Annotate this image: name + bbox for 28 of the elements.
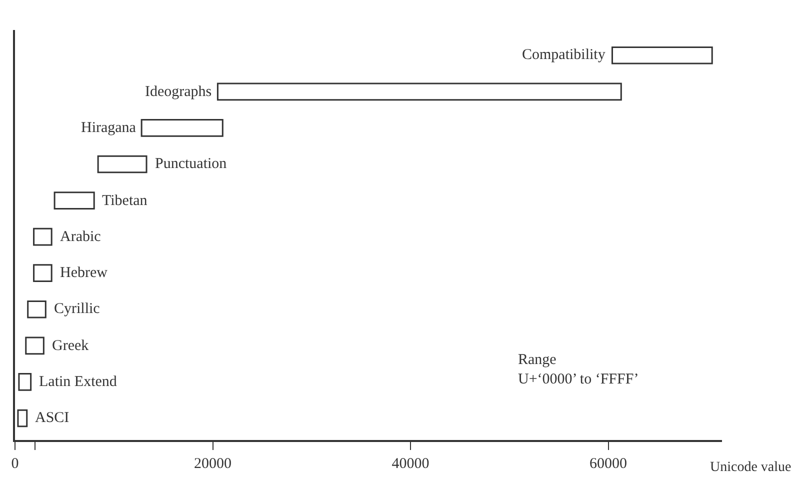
y-tick-label: Hebrew (60, 265, 108, 281)
bar (54, 192, 95, 210)
bar (33, 228, 52, 246)
bar (25, 336, 44, 355)
y-tick-label: Compatibility (522, 47, 606, 63)
bar (18, 373, 32, 391)
y-tick-label: Hiragana (81, 120, 136, 136)
bar (140, 119, 224, 137)
x-tick-label: 20000 (194, 456, 232, 472)
x-axis-title: Unicode value (710, 460, 792, 475)
y-tick-label: Tibetan (102, 193, 148, 209)
bar (17, 409, 28, 428)
y-tick-label: Ideographs (145, 84, 212, 100)
y-tick-label: Latin Extend (39, 374, 118, 390)
bar (33, 264, 52, 282)
x-tick-label: 40000 (392, 456, 430, 472)
y-tick-label: ASCI (35, 410, 70, 426)
x-tick-label: 0 (11, 456, 19, 472)
y-tick-label: Greek (52, 338, 90, 354)
bar (97, 155, 148, 174)
y-tick-label: Arabic (60, 229, 102, 245)
bar (611, 46, 713, 64)
bar (27, 300, 46, 318)
bar (216, 82, 622, 101)
y-tick-label: Cyrillic (54, 301, 100, 317)
y-tick-label: Punctuation (155, 156, 228, 172)
annotation: Range U+‘0000’ to ‘FFFF’ (518, 352, 639, 388)
x-tick-label: 60000 (590, 456, 628, 472)
